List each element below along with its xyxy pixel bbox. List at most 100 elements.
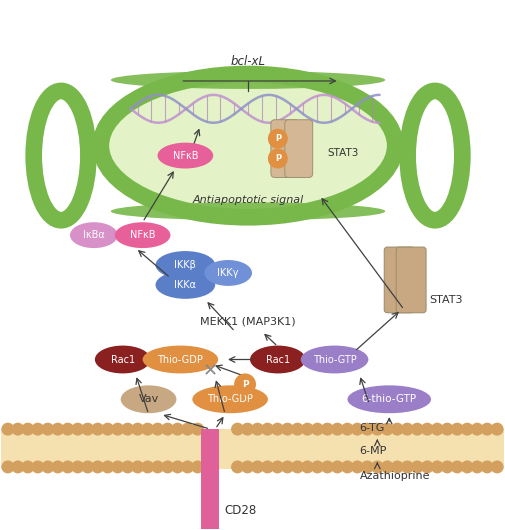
- Text: P: P: [275, 154, 281, 163]
- Text: STAT3: STAT3: [328, 147, 359, 157]
- Ellipse shape: [107, 80, 389, 211]
- Circle shape: [461, 461, 474, 473]
- Ellipse shape: [156, 271, 215, 299]
- Circle shape: [12, 422, 24, 436]
- FancyBboxPatch shape: [271, 120, 299, 178]
- FancyBboxPatch shape: [396, 247, 426, 313]
- Circle shape: [101, 422, 114, 436]
- Circle shape: [61, 422, 74, 436]
- Circle shape: [151, 461, 164, 473]
- Ellipse shape: [301, 346, 368, 374]
- Text: 6-TG: 6-TG: [360, 423, 385, 433]
- Circle shape: [161, 461, 174, 473]
- Text: ✕: ✕: [203, 363, 218, 381]
- Circle shape: [401, 461, 414, 473]
- Circle shape: [371, 461, 384, 473]
- Circle shape: [171, 422, 184, 436]
- Circle shape: [41, 422, 54, 436]
- Text: 6-thio-GTP: 6-thio-GTP: [362, 394, 417, 404]
- Circle shape: [52, 461, 64, 473]
- Circle shape: [161, 422, 174, 436]
- Ellipse shape: [347, 385, 431, 413]
- Circle shape: [141, 461, 154, 473]
- Circle shape: [261, 422, 274, 436]
- Circle shape: [171, 461, 184, 473]
- Text: Rac1: Rac1: [111, 355, 135, 365]
- Circle shape: [371, 422, 384, 436]
- Circle shape: [121, 422, 134, 436]
- Text: Rac1: Rac1: [266, 355, 290, 365]
- Circle shape: [91, 422, 104, 436]
- Circle shape: [268, 129, 288, 148]
- Circle shape: [81, 461, 94, 473]
- Circle shape: [381, 461, 394, 473]
- Circle shape: [471, 422, 484, 436]
- Circle shape: [251, 422, 264, 436]
- Text: P: P: [242, 380, 248, 389]
- Circle shape: [151, 422, 164, 436]
- Circle shape: [281, 461, 294, 473]
- Circle shape: [71, 461, 84, 473]
- Circle shape: [21, 422, 34, 436]
- Ellipse shape: [70, 222, 118, 248]
- Circle shape: [341, 461, 354, 473]
- Circle shape: [31, 461, 44, 473]
- Circle shape: [431, 422, 444, 436]
- Circle shape: [321, 461, 334, 473]
- Circle shape: [301, 422, 314, 436]
- Circle shape: [41, 461, 54, 473]
- Circle shape: [471, 461, 484, 473]
- Text: IKKβ: IKKβ: [174, 260, 196, 270]
- Circle shape: [12, 461, 24, 473]
- Text: NFκB: NFκB: [130, 230, 156, 240]
- Circle shape: [341, 422, 354, 436]
- Circle shape: [61, 461, 74, 473]
- Circle shape: [331, 422, 344, 436]
- Circle shape: [21, 461, 34, 473]
- Circle shape: [361, 422, 374, 436]
- Circle shape: [91, 461, 104, 473]
- Text: NFκB: NFκB: [173, 151, 198, 161]
- Circle shape: [321, 422, 334, 436]
- Circle shape: [481, 422, 493, 436]
- Ellipse shape: [192, 385, 268, 413]
- Circle shape: [2, 461, 14, 473]
- Ellipse shape: [156, 251, 215, 279]
- Circle shape: [71, 422, 84, 436]
- Text: Thio-GDP: Thio-GDP: [158, 355, 204, 365]
- Circle shape: [131, 422, 144, 436]
- Ellipse shape: [111, 71, 385, 89]
- Circle shape: [52, 422, 64, 436]
- Circle shape: [31, 422, 44, 436]
- Text: P: P: [275, 134, 281, 143]
- Circle shape: [181, 422, 194, 436]
- FancyBboxPatch shape: [384, 247, 414, 313]
- Circle shape: [231, 422, 244, 436]
- Circle shape: [351, 461, 364, 473]
- Circle shape: [291, 422, 304, 436]
- Circle shape: [481, 461, 493, 473]
- Ellipse shape: [158, 143, 213, 169]
- Circle shape: [381, 422, 394, 436]
- Ellipse shape: [121, 385, 176, 413]
- Text: Antiapoptotic signal: Antiapoptotic signal: [192, 196, 304, 205]
- Circle shape: [431, 461, 444, 473]
- Circle shape: [231, 461, 244, 473]
- Circle shape: [181, 461, 194, 473]
- Circle shape: [111, 422, 124, 436]
- Circle shape: [491, 461, 503, 473]
- Circle shape: [251, 461, 264, 473]
- Circle shape: [311, 422, 324, 436]
- Text: Thio-GTP: Thio-GTP: [313, 355, 357, 365]
- Ellipse shape: [142, 346, 218, 374]
- Text: Thio-GDP: Thio-GDP: [207, 394, 253, 404]
- Circle shape: [131, 461, 144, 473]
- Circle shape: [241, 422, 254, 436]
- Circle shape: [441, 422, 453, 436]
- Circle shape: [121, 461, 134, 473]
- Circle shape: [111, 461, 124, 473]
- Circle shape: [281, 422, 294, 436]
- Ellipse shape: [111, 202, 385, 220]
- Ellipse shape: [95, 346, 150, 374]
- Text: IκBα: IκBα: [83, 230, 105, 240]
